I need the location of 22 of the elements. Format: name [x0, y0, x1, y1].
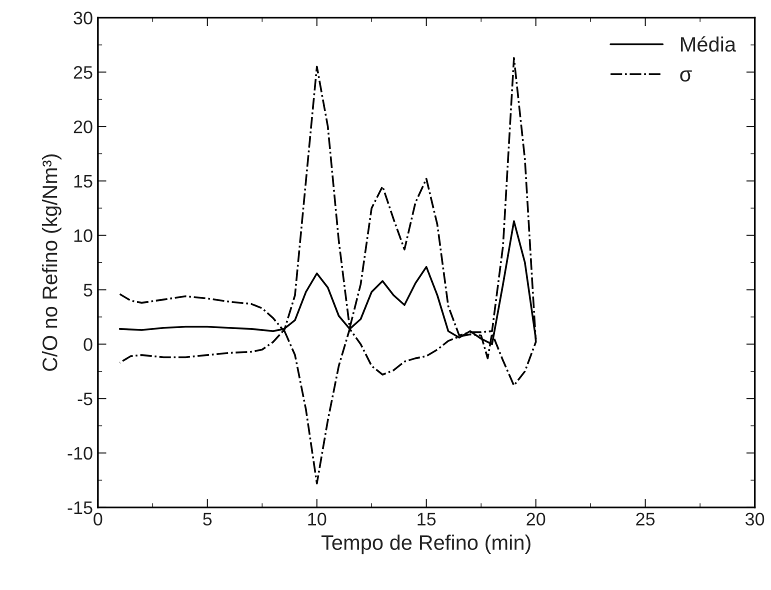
- legend-label: Média: [681, 36, 736, 52]
- y-tick-label: -15: [68, 502, 92, 514]
- y-tick-label: -10: [68, 446, 92, 460]
- y-tick-label: 0: [84, 338, 92, 351]
- legend-label: σ: [680, 70, 692, 82]
- x-tick-label: 0: [94, 512, 102, 526]
- y-tick-label: 10: [74, 229, 92, 242]
- y-axis-title: C/O no Refino (kg/Nm³): [42, 154, 62, 371]
- y-tick-label: 20: [74, 120, 92, 134]
- y-tick-label: 25: [74, 66, 92, 79]
- y-tick-label: 30: [74, 12, 92, 24]
- x-axis-title: Tempo de Refino (min): [321, 534, 530, 554]
- y-tick-label: 5: [84, 284, 92, 296]
- line-series: [118, 57, 537, 484]
- y-tick-label: 15: [74, 175, 92, 188]
- x-tick-label: 5: [203, 512, 212, 526]
- y-tick-label: -5: [78, 392, 92, 406]
- x-tick-label: 25: [636, 512, 655, 526]
- x-tick-label: 10: [308, 512, 326, 526]
- x-tick-label: 20: [526, 512, 546, 526]
- x-tick-label: 30: [745, 512, 764, 526]
- x-tick-label: 15: [418, 512, 436, 526]
